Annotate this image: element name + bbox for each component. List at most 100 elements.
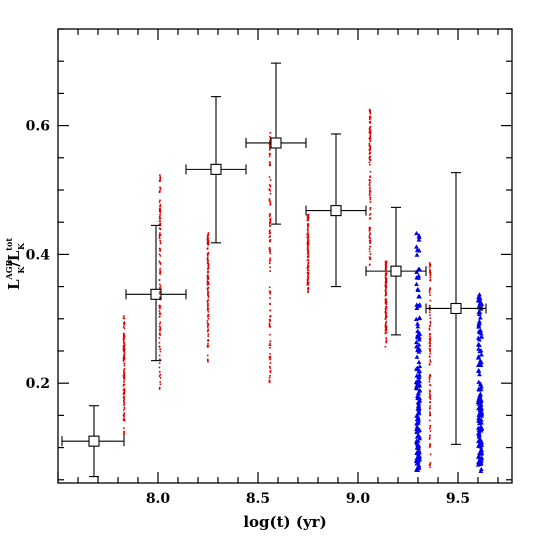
red-point — [207, 271, 209, 274]
blue-point — [414, 269, 420, 274]
tick-layer: 8.0 8.5 9.0 9.5 0.2 0.4 0.6 — [26, 28, 512, 507]
red-point — [307, 251, 310, 254]
red-point — [385, 322, 387, 324]
red-point — [158, 310, 161, 312]
red-point — [428, 333, 431, 336]
red-point — [159, 234, 161, 237]
red-point — [385, 278, 388, 280]
red-model-column — [384, 260, 388, 348]
red-point — [123, 431, 125, 434]
blue-point — [476, 368, 482, 374]
red-point — [369, 240, 372, 242]
red-point — [369, 197, 372, 199]
binned-point — [425, 172, 487, 445]
red-point — [306, 242, 309, 244]
red-point — [158, 216, 161, 219]
red-point — [158, 341, 161, 344]
red-point — [159, 348, 162, 351]
red-point — [428, 438, 431, 440]
red-point — [158, 260, 161, 263]
red-point — [307, 276, 310, 279]
red-point — [206, 354, 209, 357]
red-point — [385, 302, 387, 305]
red-point — [429, 464, 431, 466]
red-point — [123, 427, 125, 429]
red-point — [158, 201, 161, 203]
blue-point — [414, 382, 420, 388]
red-point — [369, 233, 371, 236]
red-point — [307, 254, 310, 257]
blue-point — [416, 465, 422, 470]
red-point — [207, 264, 210, 266]
blue-point — [416, 405, 422, 411]
red-point — [268, 146, 271, 148]
red-point — [268, 246, 271, 249]
red-point — [428, 389, 431, 392]
red-point — [123, 374, 125, 376]
red-point — [269, 297, 271, 299]
red-point — [369, 232, 371, 234]
red-point — [368, 144, 371, 146]
red-point — [269, 221, 271, 224]
blue-point — [415, 286, 421, 292]
red-point — [159, 287, 162, 290]
red-point — [306, 281, 309, 284]
red-point — [369, 245, 371, 248]
red-point — [369, 194, 371, 197]
red-point — [306, 259, 309, 262]
blue-point — [477, 329, 483, 335]
red-point — [159, 329, 161, 332]
blue-model-column — [413, 230, 423, 473]
red-point — [206, 258, 209, 260]
red-point — [159, 285, 162, 288]
blue-point — [476, 362, 482, 367]
red-point — [307, 226, 309, 228]
red-point — [158, 191, 161, 194]
red-point — [269, 257, 272, 260]
y-label-den-sub: K — [16, 242, 26, 250]
red-point — [206, 309, 209, 311]
red-point — [369, 140, 371, 142]
red-point — [122, 393, 125, 396]
red-point — [369, 201, 372, 203]
blue-point — [416, 453, 422, 458]
red-point — [122, 414, 125, 417]
red-point — [384, 314, 387, 317]
red-point — [122, 397, 125, 399]
red-point — [123, 341, 125, 343]
blue-point — [416, 237, 422, 242]
blue-point — [416, 462, 422, 468]
red-point — [429, 374, 432, 377]
red-point — [122, 384, 125, 387]
red-point — [268, 199, 271, 202]
red-point — [385, 316, 388, 318]
red-point — [428, 290, 431, 292]
red-point — [269, 138, 272, 141]
red-point — [369, 127, 371, 130]
blue-point — [477, 348, 483, 354]
red-point — [158, 247, 161, 250]
red-point — [159, 210, 161, 213]
blue-point — [414, 252, 420, 257]
red-point — [122, 322, 125, 324]
red-point — [429, 434, 432, 437]
red-point — [307, 288, 309, 291]
red-point — [384, 317, 387, 319]
red-point — [269, 231, 271, 234]
red-model-column — [368, 108, 372, 266]
red-point — [206, 239, 209, 241]
red-point — [368, 256, 371, 259]
red-point — [207, 304, 209, 306]
red-point — [368, 138, 371, 140]
red-point — [429, 384, 431, 386]
y-label-num-sup: AGB — [4, 259, 14, 280]
red-point — [269, 164, 271, 167]
red-point — [368, 235, 371, 237]
blue-point — [414, 230, 419, 236]
red-point — [122, 419, 125, 422]
red-point — [159, 283, 161, 286]
red-point — [207, 342, 209, 345]
red-point — [123, 391, 125, 394]
blue-point — [478, 424, 484, 429]
red-point — [429, 395, 431, 398]
